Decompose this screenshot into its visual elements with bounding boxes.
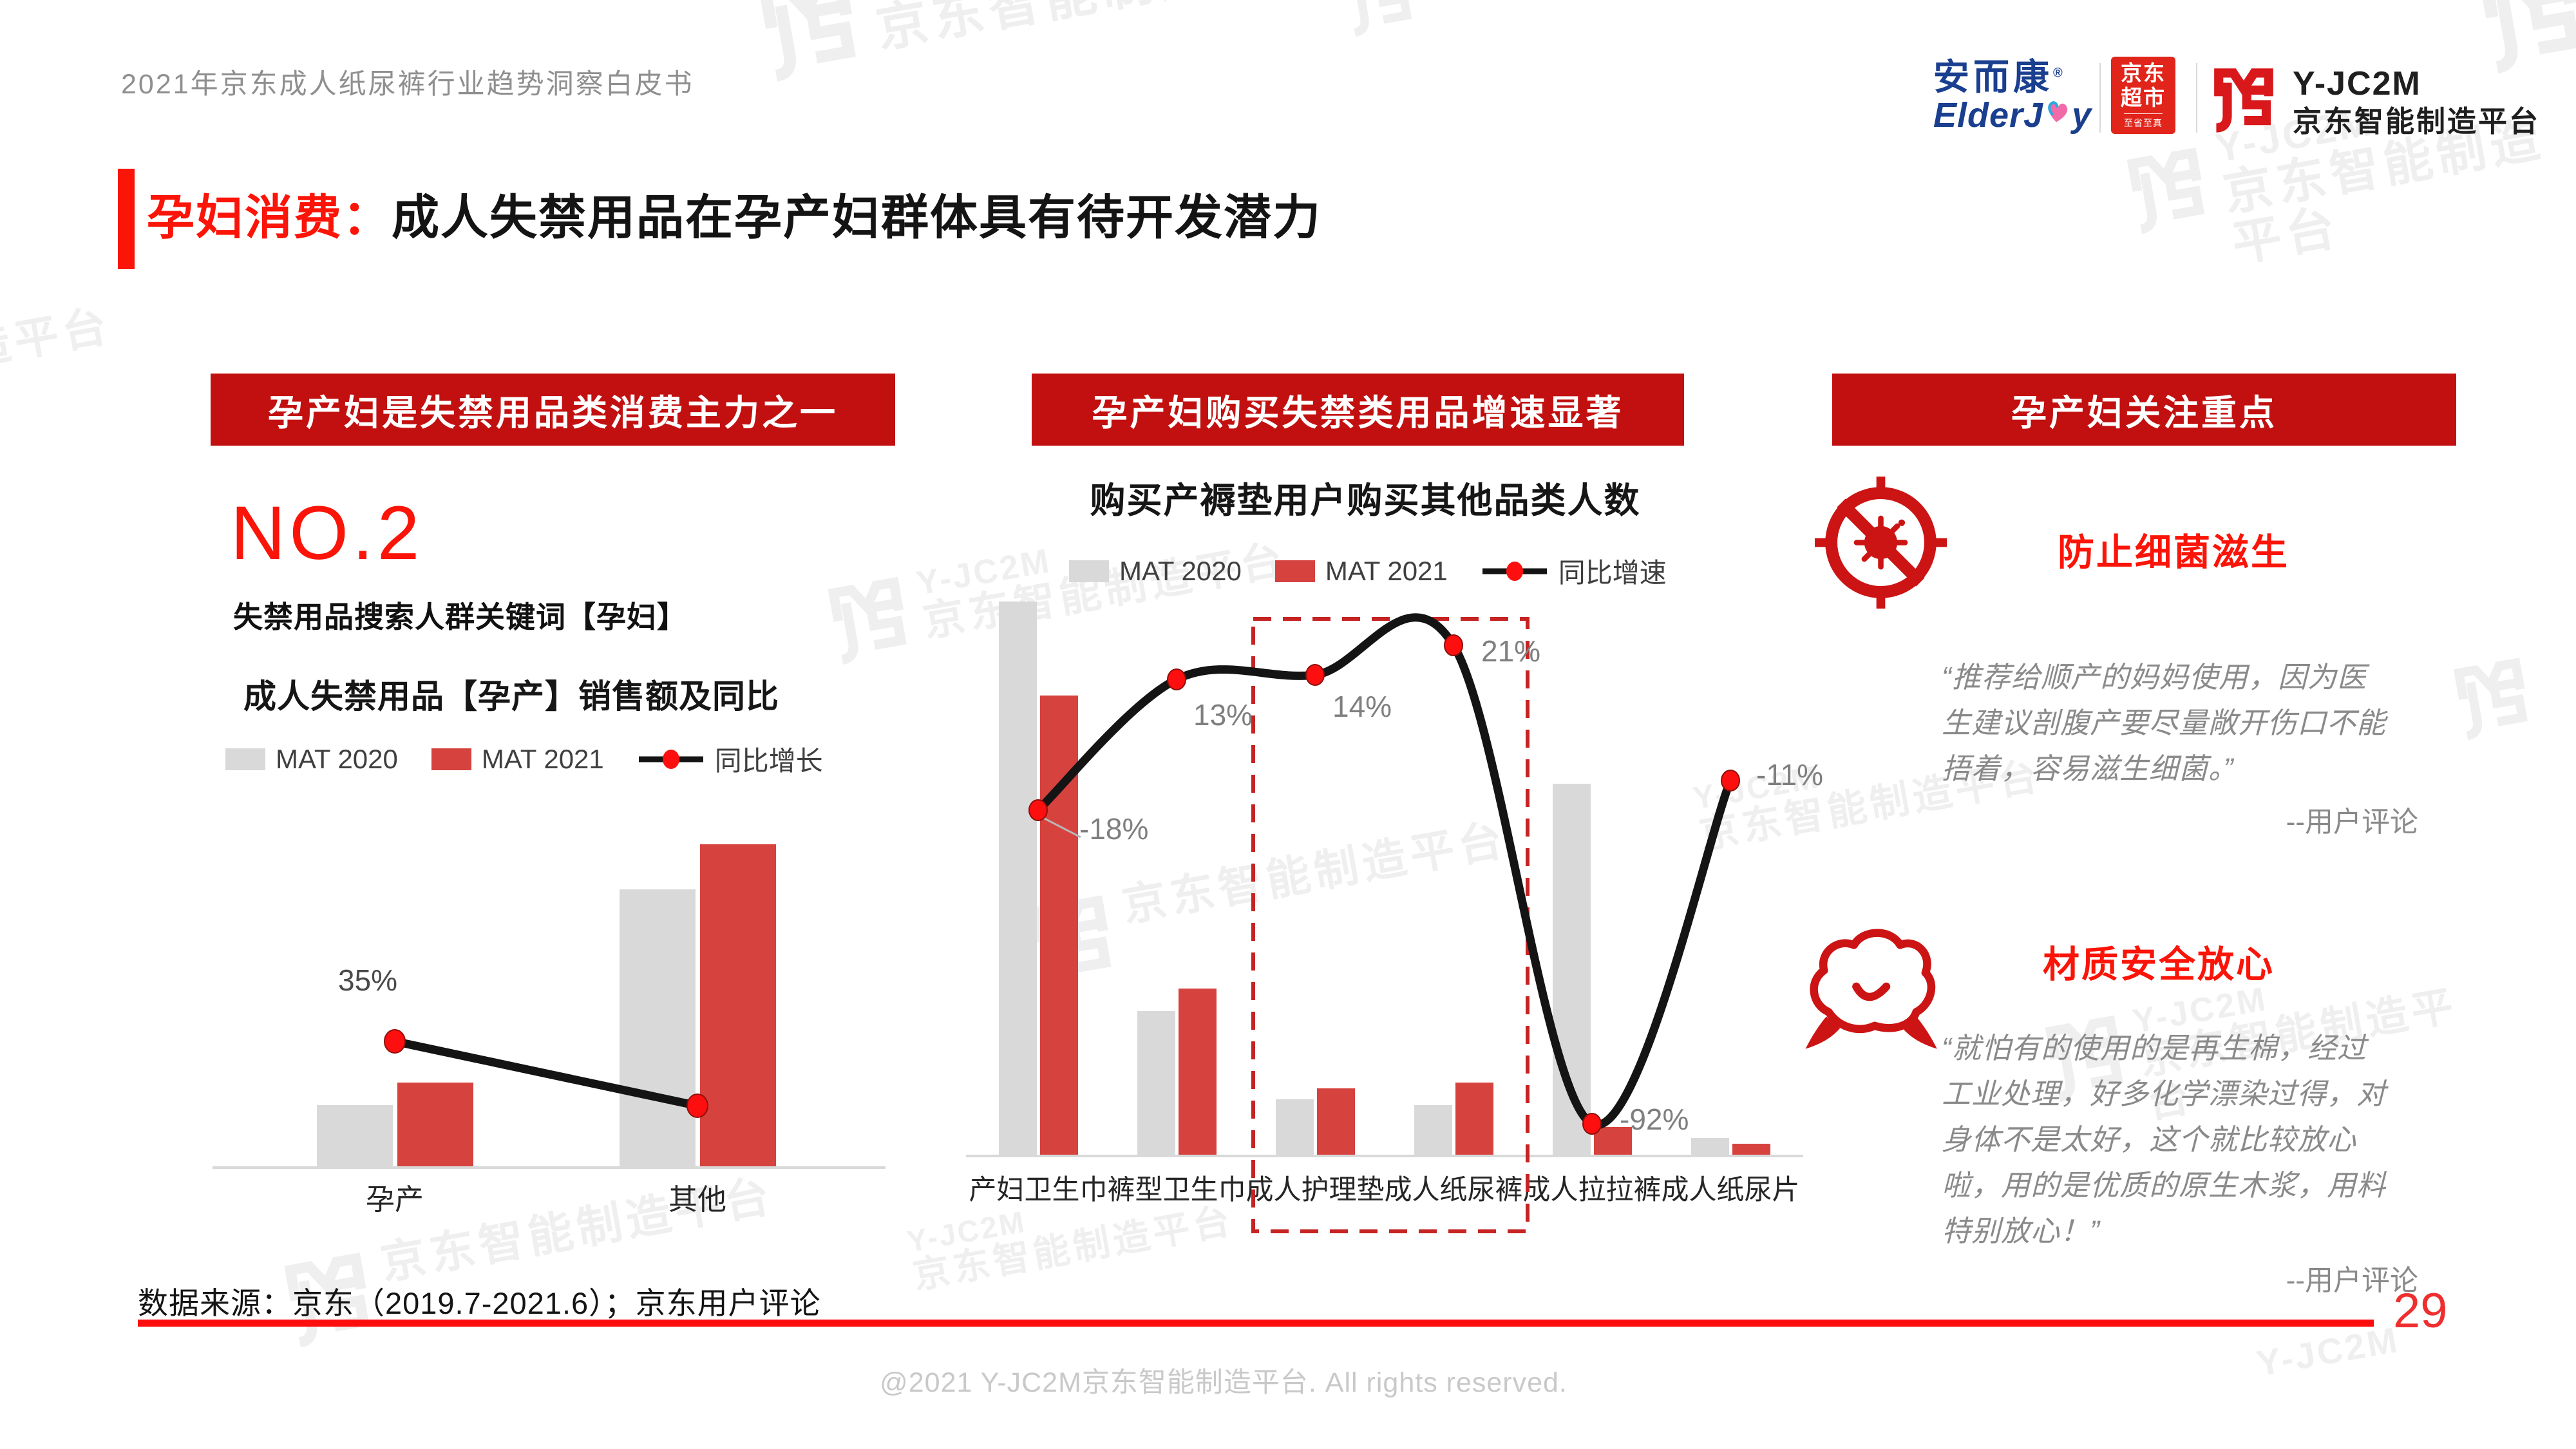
legend-line-icon [638,749,703,769]
category-label: 孕产 [365,1183,424,1216]
left-chart-title: 成人失禁用品【孕产】销售额及同比 [243,678,780,715]
growth-label: 21% [1481,634,1541,668]
document-header: 2021年京东成人纸尿裤行业趋势洞察白皮书 [121,69,694,100]
watermark [2447,650,2538,747]
focus2-title: 材质安全放心 [2043,944,2275,985]
rank-caption: 失禁用品搜索人群关键词【孕妇】 [233,600,687,634]
jd-logo-tagline: 至省至真 [2124,113,2163,129]
watermark-subtitle: 京东智能制造平台 [872,0,1329,59]
bar-MAT2021-0 [397,1083,473,1166]
elderjoy-logo: 安而康® ElderJ y [1933,59,2092,135]
legend-item: MAT 2020 [225,744,398,775]
yjc2m-logo: Y-JC2M 京东智能制造平台 [2210,63,2540,140]
chart-axis [966,1155,1803,1157]
category-label: 成人护理垫 [1245,1175,1385,1206]
category-label: 其他 [668,1183,726,1216]
bar-MAT2021-3 [1455,1083,1493,1155]
growth-line [213,934,886,1204]
quote-source-1: --用户评论 [2286,806,2418,838]
left-chart-legend: MAT 2020 MAT 2021 同比增长 [225,739,823,779]
legend-item: MAT 2020 [1069,556,1242,587]
bar-MAT2021-2 [1317,1088,1355,1155]
banner-middle-panel: 孕产妇购买失禁类用品增速显著 [1032,374,1684,446]
growth-label: -11% [1756,758,1823,791]
banner-left-panel: 孕产妇是失禁用品类消费主力之一 [211,374,895,446]
category-label: 裤型卫生巾 [1107,1175,1246,1206]
bar-MAT2020-3 [1414,1105,1452,1155]
legend-item: MAT 2021 [431,744,604,775]
registered-mark: ® [2053,66,2067,80]
cotton-icon [1803,920,1942,1061]
yjc2m-mark-icon [2210,63,2277,140]
middle-chart-title: 购买产褥垫用户购买其他品类人数 [1090,480,1641,520]
legend-item: 同比增长 [638,739,823,779]
legend-swatch [1069,560,1109,582]
watermark: 京东智能制造平台 [0,301,115,417]
bar-MAT2020-0 [999,601,1037,1155]
middle-chart-legend: MAT 2020 MAT 2021 同比增速 [1069,551,1667,591]
copyright: @2021 Y-JC2M京东智能制造平台. All rights reserve… [880,1367,1567,1398]
focus1-title: 防止细菌滋生 [2058,532,2289,573]
legend-swatch [225,748,265,770]
growth-label: 35% [338,963,398,997]
yjc2m-subtitle: 京东智能制造平台 [2293,104,2541,138]
data-source-note: 数据来源：京东（2019.7-2021.6）；京东用户评论 [138,1286,821,1320]
bar-MAT2021-4 [1594,1127,1632,1155]
watermark: Y-JC2M京东智能制造平台 [750,0,1332,91]
growth-label: -18% [1079,812,1149,846]
legend-item: MAT 2021 [1274,556,1448,587]
watermark: Y-JC2M [2253,1320,2403,1385]
elderjoy-en-post: y [2072,96,2092,135]
category-label: 成人纸尿裤 [1384,1175,1523,1206]
title-accent-bar [118,169,135,269]
logo-divider [2196,63,2197,133]
watermark-subtitle: 京东智能制造平台 [0,301,115,417]
page-title-rest: 成人失禁用品在孕产妇群体具有待开发潜力 [392,191,1321,244]
legend-swatch [431,748,471,770]
bar-MAT2020-5 [1691,1138,1729,1155]
page-title-highlight: 孕妇消费： [147,191,392,244]
elderjoy-en-pre: ElderJ [1933,96,2044,135]
category-label: 成人拉拉裤 [1522,1175,1662,1206]
logo-divider [2099,63,2101,133]
bar-MAT2020-1 [1137,1011,1175,1155]
bar-MAT2021-1 [700,844,776,1166]
category-label: 成人纸尿片 [1661,1175,1800,1206]
growth-line [966,573,1803,1217]
bar-MAT2020-0 [317,1105,393,1166]
watermark [1336,0,1421,43]
watermark-brand: Y-JC2M [864,0,1320,5]
category-label: 产妇卫生巾 [969,1175,1108,1206]
yjc2m-name: Y-JC2M [2293,65,2421,103]
page-number: 29 [2393,1283,2448,1338]
page-title: 孕妇消费：成人失禁用品在孕产妇群体具有待开发潜力 [147,179,1321,248]
bar-MAT2020-2 [1276,1099,1314,1155]
banner-right-panel: 孕产妇关注重点 [1832,374,2456,446]
bar-MAT2021-1 [1179,989,1217,1155]
chart-axis [213,1166,886,1169]
legend-line-icon [1482,561,1547,581]
user-quote-1: “推荐给顺产的妈妈使用，因为医生建议剖腹产要尽量敞开伤口不能捂着，容易滋生细菌。… [1942,661,2387,785]
legend-swatch [1274,560,1315,582]
heart-o-icon [2043,95,2072,135]
jd-supermarket-logo: 京东 超市 至省至真 [2111,57,2175,134]
user-quote-2: “就怕有的使用的是再生棉，经过工业处理，好多化学漂染过得，对身体不是太好，这个就… [1942,1032,2387,1247]
rank-number: NO.2 [231,491,424,576]
growth-label: 13% [1193,698,1253,732]
bar-MAT2020-1 [620,889,696,1166]
growth-label: 14% [1332,690,1392,723]
elderjoy-cn-text: 安而康 [1933,57,2053,97]
jd-logo-line2: 超市 [2121,85,2166,109]
footer-rule [138,1320,2374,1327]
growth-label: -92% [1620,1103,1689,1136]
legend-item: 同比增速 [1481,551,1667,591]
watermark-brand: Y-JC2M [2253,1320,2403,1385]
jd-logo-line1: 京东 [2121,61,2166,85]
bar-MAT2021-5 [1732,1144,1770,1155]
no-bacteria-icon [1815,477,1947,612]
quote-source-2: --用户评论 [2286,1265,2418,1296]
